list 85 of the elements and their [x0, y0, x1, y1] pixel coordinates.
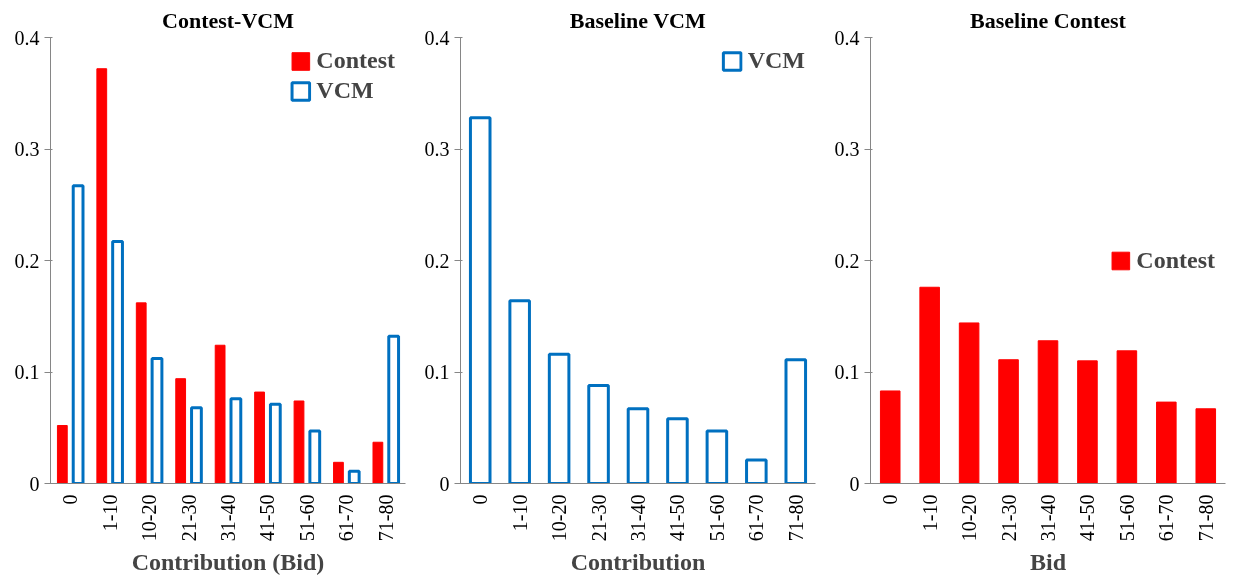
- bar: [56, 425, 68, 484]
- x-tick-label: 71-80: [784, 494, 807, 542]
- bar: [254, 391, 265, 484]
- legend-label: Contest: [1136, 246, 1215, 274]
- bar: [919, 286, 940, 484]
- y-tick-label: 0.3: [14, 138, 40, 160]
- bar: [190, 406, 203, 484]
- bar: [1195, 408, 1217, 484]
- y-tick-label: 0.1: [424, 361, 450, 383]
- x-tick-label: 61-70: [335, 494, 358, 542]
- bar: [745, 458, 768, 484]
- bar: [214, 344, 226, 484]
- bar: [268, 402, 282, 484]
- x-tick-label: 31-40: [217, 494, 239, 542]
- bar: [1156, 401, 1177, 484]
- y-tick-label: 0.1: [834, 361, 860, 383]
- x-tick-label: 41-50: [256, 494, 279, 542]
- bar: [958, 322, 980, 484]
- bar: [508, 299, 531, 484]
- x-tick-label: 51-60: [1115, 494, 1138, 542]
- x-tick-label: 0: [469, 494, 492, 505]
- x-tick-label: 41-50: [1076, 494, 1099, 542]
- bar: [308, 429, 322, 484]
- chart-title: Baseline VCM: [569, 7, 706, 33]
- bar: [387, 334, 401, 484]
- bar: [547, 352, 571, 484]
- chart-title: Baseline Contest: [970, 7, 1127, 33]
- x-axis-title: Contribution (Bid): [131, 549, 325, 576]
- x-tick-label: 0: [879, 494, 902, 505]
- x-tick-label: 10-20: [138, 494, 161, 542]
- bar: [784, 358, 808, 484]
- x-tick-label: 10-20: [958, 494, 981, 542]
- bar: [468, 116, 492, 484]
- x-tick-label: 1-10: [508, 494, 531, 532]
- bar: [150, 357, 164, 484]
- bar: [666, 417, 689, 484]
- x-tick-label: 1-10: [98, 494, 121, 532]
- bar: [372, 441, 384, 484]
- y-tick-label: 0.2: [834, 249, 860, 272]
- bar: [998, 359, 1019, 484]
- bar: [333, 461, 344, 484]
- bar: [71, 184, 85, 484]
- x-tick-label: 31-40: [1037, 494, 1059, 542]
- bar: [626, 407, 650, 484]
- y-tick-label: 0.1: [14, 361, 40, 383]
- x-tick-label: 31-40: [627, 494, 649, 542]
- x-tick-label: 61-70: [1155, 494, 1178, 542]
- y-tick-label: 0.2: [14, 249, 40, 272]
- y-tick-label: 0.4: [14, 26, 40, 49]
- x-tick-label: 61-70: [745, 494, 768, 542]
- x-tick-label: 51-60: [705, 494, 728, 542]
- x-tick-label: 71-80: [1194, 494, 1217, 542]
- bar: [293, 400, 305, 484]
- bar: [1037, 340, 1059, 484]
- bar: [879, 390, 901, 484]
- legend-label: Contest: [316, 47, 395, 74]
- bar: [705, 429, 729, 484]
- legend-label: VCM: [747, 47, 805, 74]
- bar: [587, 383, 610, 484]
- bar: [135, 302, 147, 484]
- y-tick-label: 0.4: [834, 26, 860, 49]
- x-axis-title: Contribution: [570, 549, 706, 576]
- x-tick-label: 41-50: [666, 494, 689, 542]
- bar: [229, 397, 243, 484]
- bar: [96, 68, 108, 484]
- x-axis-title: Bid: [1029, 549, 1067, 576]
- x-tick-label: 51-60: [295, 494, 318, 542]
- x-tick-label: 21-30: [177, 494, 200, 542]
- chart-title: Contest-VCM: [162, 7, 295, 33]
- bar: [1077, 360, 1098, 484]
- y-tick-label: 0.2: [424, 249, 450, 272]
- x-tick-label: 1-10: [918, 494, 941, 532]
- y-tick-label: 0.3: [834, 138, 860, 160]
- x-tick-label: 21-30: [997, 494, 1020, 542]
- x-tick-label: 10-20: [548, 494, 571, 542]
- y-tick-label: 0.3: [424, 138, 450, 160]
- x-tick-label: 0: [59, 494, 82, 505]
- y-tick-label: 0.4: [424, 26, 450, 49]
- bar: [1116, 350, 1138, 484]
- bar: [175, 378, 187, 484]
- legend-label: VCM: [316, 77, 374, 104]
- x-tick-label: 21-30: [587, 494, 610, 542]
- bar: [111, 240, 124, 484]
- x-tick-label: 71-80: [374, 494, 397, 542]
- bar: [347, 469, 361, 484]
